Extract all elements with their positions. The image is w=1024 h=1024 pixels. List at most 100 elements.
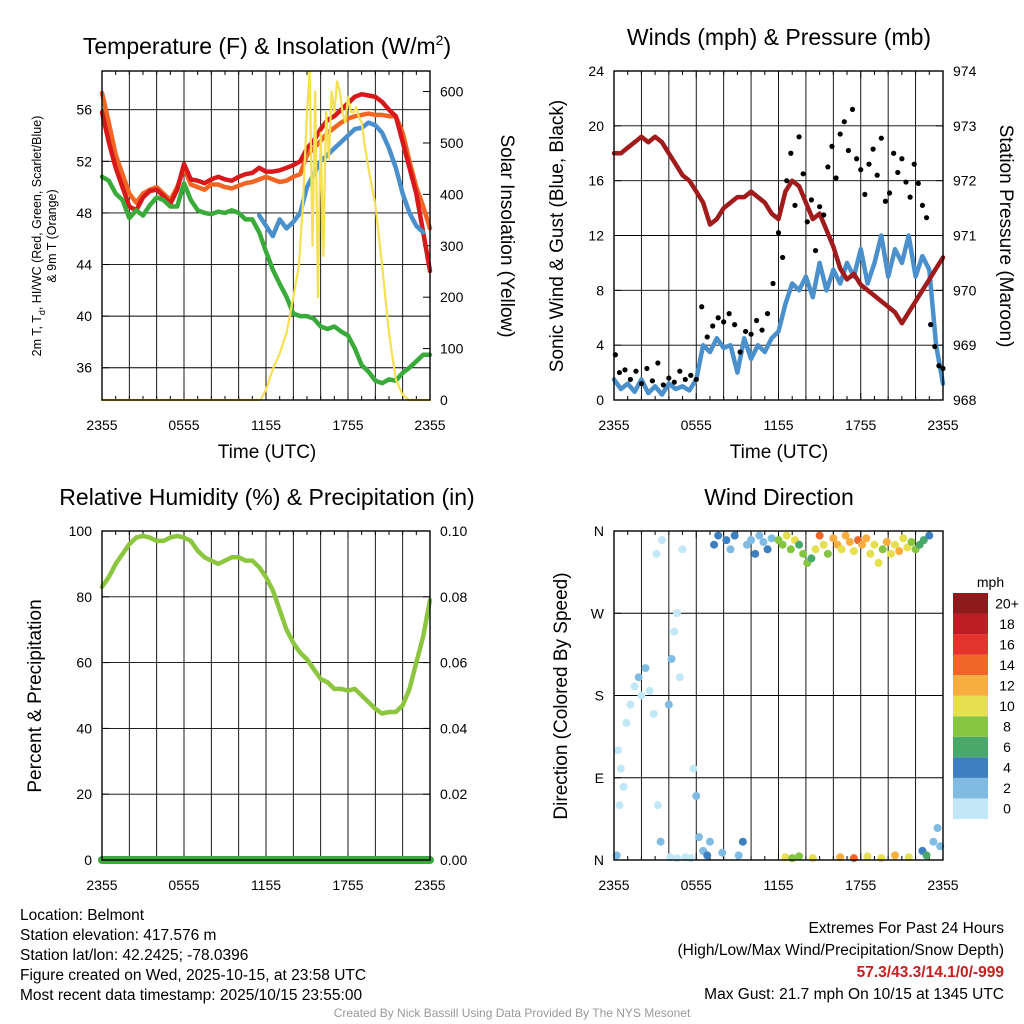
direction-xtick-label: 2355 — [598, 877, 629, 893]
temperature-title: Temperature (F) & Insolation (W/m2) — [83, 32, 451, 59]
humidity-ytick-label: 100 — [69, 523, 93, 539]
direction-point — [652, 549, 661, 558]
winds-ylabel-right: Station Pressure (Maroon) — [995, 125, 1016, 348]
humidity-y2tick-label: 0.04 — [440, 720, 467, 736]
humidity-ytick-label: 60 — [76, 655, 92, 671]
colorbar-tick-label: 8 — [1003, 719, 1011, 735]
direction-point — [734, 851, 743, 860]
humidity-ylabel-left: Percent & Precipitation — [25, 599, 46, 792]
direction-point — [907, 537, 916, 546]
winds-ytick-label: 24 — [588, 63, 604, 79]
winds-gust-point — [796, 134, 802, 140]
colorbar-swatch — [953, 675, 988, 696]
winds-gust-point — [693, 376, 699, 383]
direction-point — [759, 537, 768, 546]
winds-gust-point — [808, 197, 815, 203]
temperature-series-solar-insolation — [100, 69, 432, 402]
winds-gust-point — [655, 360, 661, 366]
direction-point — [645, 686, 654, 695]
winds-gust-point — [891, 150, 897, 156]
temperature-xtick-label: 2355 — [414, 417, 445, 433]
direction-point — [703, 851, 712, 860]
direction-point — [705, 837, 714, 846]
direction-title: Wind Direction — [704, 484, 854, 510]
winds-gust-point — [737, 349, 743, 355]
temperature-series-hi-wc — [256, 120, 426, 239]
winds-gust-point — [919, 202, 926, 208]
humidity-frame — [101, 530, 431, 861]
direction-point — [788, 854, 797, 863]
humidity-y2tick-label: 0.02 — [440, 786, 467, 802]
direction-point — [819, 540, 828, 549]
direction-panel: 2355 0555 1155 1755 2355 N E S W N — [591, 523, 959, 893]
direction-point — [626, 700, 635, 709]
temperature-xtick-label: 2355 — [86, 417, 117, 433]
winds-gust-point — [903, 179, 909, 185]
temperature-series-td — [99, 174, 433, 386]
direction-point — [795, 852, 804, 861]
winds-gust-point — [862, 191, 868, 197]
direction-point — [649, 709, 658, 718]
direction-point — [710, 540, 719, 549]
direction-point — [849, 547, 858, 556]
direction-point — [767, 534, 776, 543]
direction-point — [845, 537, 854, 546]
winds-ytick-label: 12 — [588, 228, 604, 244]
winds-gust-point — [923, 215, 930, 221]
winds-gust-point — [866, 161, 872, 167]
direction-point — [612, 851, 621, 860]
winds-ytick-label: 16 — [588, 173, 604, 189]
direction-xtick-label: 2355 — [927, 877, 958, 893]
temperature-ytick-label: 36 — [76, 360, 92, 376]
winds-gust-point — [627, 376, 634, 383]
winds-frame — [613, 70, 944, 401]
direction-point — [686, 854, 695, 863]
humidity-y2tick-label: 0.10 — [440, 523, 467, 539]
recent-timestamp: Most recent data timestamp: 2025/10/15 2… — [20, 987, 363, 1004]
direction-point — [799, 549, 808, 558]
winds-gust-point — [788, 150, 794, 156]
temperature-ytick-label: 48 — [76, 205, 92, 221]
direction-ytick-label: S — [595, 688, 604, 704]
humidity-xtick-label: 1755 — [332, 877, 363, 893]
winds-gust-point — [899, 156, 905, 162]
direction-point — [795, 540, 804, 549]
direction-point — [714, 531, 723, 540]
direction-point — [673, 854, 682, 863]
direction-point — [694, 833, 703, 842]
direction-point — [641, 664, 650, 673]
humidity-xtick-label: 2355 — [414, 877, 445, 893]
direction-point — [615, 801, 624, 810]
winds-gust-point — [622, 367, 628, 373]
winds-gust-point — [878, 135, 884, 141]
direction-xtick-label: 0555 — [681, 877, 712, 893]
direction-ytick-label: E — [595, 770, 604, 786]
humidity-title: Relative Humidity (%) & Precipitation (i… — [59, 484, 474, 510]
direction-point — [616, 764, 625, 773]
winds-gust-point — [748, 331, 754, 337]
colorbar-tick-label: 16 — [999, 636, 1015, 652]
max-gust: Max Gust: 21.7 mph On 10/15 at 1345 UTC — [704, 986, 1004, 1003]
extremes-title: Extremes For Past 24 Hours — [808, 920, 1004, 937]
winds-y2tick-label: 969 — [953, 337, 977, 353]
station-info: Location: Belmont Station elevation: 417… — [20, 906, 366, 1006]
winds-gust-point — [633, 368, 639, 374]
direction-point — [891, 851, 900, 860]
temperature-ylabel-right: Solar Insolation (Yellow) — [496, 134, 517, 337]
winds-y2tick-label: 971 — [953, 228, 977, 244]
winds-gust-point — [849, 106, 856, 112]
direction-ytick-label: W — [591, 605, 605, 621]
winds-gust-point — [743, 328, 749, 335]
winds-gust-point — [649, 378, 655, 384]
direction-point — [747, 536, 756, 545]
temperature-series-9m-t — [99, 90, 433, 231]
direction-point — [815, 531, 824, 540]
colorbar-tick-label: 2 — [1003, 780, 1011, 796]
winds-title: Winds (mph) & Pressure (mb) — [627, 24, 931, 50]
direction-point — [936, 842, 945, 851]
winds-gust-point — [784, 178, 790, 184]
colorbar-swatch — [953, 777, 988, 799]
temperature-panel: 2355 0555 1155 1755 2355 36 40 44 48 52 56 0 100 200 3… — [76, 69, 464, 433]
winds-gust-point — [616, 369, 623, 376]
